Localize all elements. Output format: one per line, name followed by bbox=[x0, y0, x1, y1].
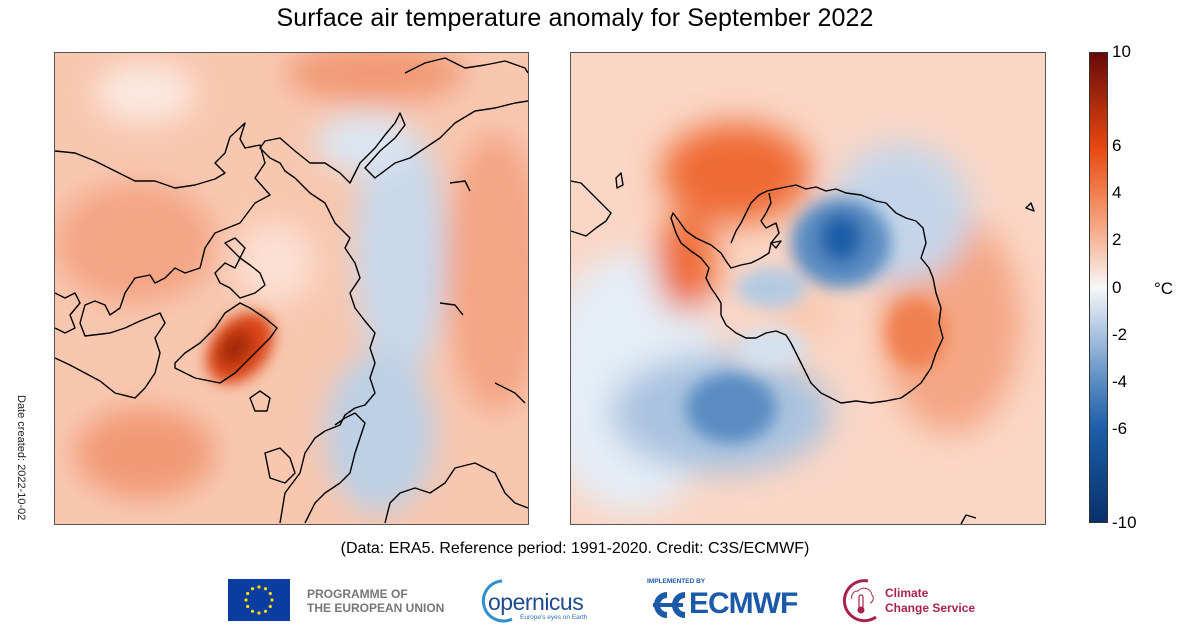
copernicus-arc-icon bbox=[481, 579, 513, 623]
ecmwf-symbol-icon bbox=[653, 592, 686, 618]
coast-asia-far bbox=[404, 57, 528, 74]
chart-title: Surface air temperature anomaly for Sept… bbox=[276, 4, 874, 32]
coast-alaska bbox=[55, 292, 81, 334]
colorbar-tick-label: 6 bbox=[1112, 136, 1122, 156]
colorbar-tick-label: -10 bbox=[1112, 513, 1137, 532]
anomaly-cool-ross-sea bbox=[736, 328, 806, 368]
coast-island-east bbox=[439, 302, 464, 316]
coast-novaya-zemlya bbox=[449, 180, 471, 192]
coast-scandinavia bbox=[304, 412, 366, 524]
coast-eurasia bbox=[259, 100, 528, 524]
anomaly-warm-peninsula bbox=[656, 213, 716, 313]
eu-star bbox=[270, 598, 274, 602]
anomaly-cool-russia bbox=[325, 353, 435, 513]
colorbar-tick-label: 0 bbox=[1112, 277, 1122, 297]
eu-star bbox=[257, 585, 261, 589]
anomaly-warm-atlantic bbox=[75, 408, 215, 498]
colorbar bbox=[1089, 52, 1108, 523]
arctic-coastlines bbox=[55, 57, 528, 524]
coast-island-weddell bbox=[770, 240, 782, 249]
copernicus-logo: opernicus Europe's eyes on Earth bbox=[472, 577, 602, 623]
caption: (Data: ERA5. Reference period: 1991-2020… bbox=[340, 540, 810, 557]
eu-star bbox=[257, 611, 261, 615]
eu-programme-text: PROGRAMME OF THE EUROPEAN UNION bbox=[307, 587, 444, 615]
anomaly-cool-north bbox=[315, 113, 415, 173]
ecmwf-wordmark: ECMWF bbox=[689, 587, 798, 620]
copernicus-tagline: Europe's eyes on Earth bbox=[520, 614, 588, 621]
ecmwf-logo: IMPLEMENTED BY ECMWF bbox=[645, 575, 825, 625]
eu-star bbox=[268, 591, 272, 596]
c3s-text-line1: Climate bbox=[885, 586, 929, 600]
antarctic-coastlines bbox=[571, 172, 1035, 524]
colorbar-tick-label: 2 bbox=[1112, 230, 1122, 250]
eu-text-line2: THE EUROPEAN UNION bbox=[307, 601, 445, 615]
implemented-by-label: IMPLEMENTED BY bbox=[647, 578, 706, 585]
colorbar-tick-label: 10 bbox=[1112, 42, 1131, 61]
anomaly-warm-pacific bbox=[661, 123, 811, 223]
coast-island-east bbox=[1025, 202, 1035, 212]
eu-star bbox=[244, 598, 248, 602]
eu-star bbox=[263, 609, 268, 613]
copernicus-wordmark: opernicus bbox=[488, 589, 584, 615]
colorbar-tick-label: -4 bbox=[1112, 371, 1128, 391]
eu-flag-logo bbox=[228, 579, 290, 621]
coast-ellesmere bbox=[214, 257, 266, 299]
coast-weddell bbox=[765, 192, 772, 214]
eu-stars-icon bbox=[244, 585, 274, 615]
anomaly-cold-south-pacific bbox=[686, 373, 776, 443]
eu-star bbox=[263, 587, 268, 591]
thermometer-cloud-icon bbox=[842, 579, 877, 623]
coast-new-zealand-edge bbox=[960, 514, 977, 524]
eu-text-line1: PROGRAMME OF bbox=[307, 587, 408, 601]
date-created: Date created: 2022-10-02 bbox=[15, 395, 27, 521]
colorbar-unit-label: °C bbox=[1154, 279, 1174, 298]
c3s-text-line2: Change Service bbox=[885, 601, 976, 615]
anomaly-cool-weddell bbox=[736, 268, 806, 308]
anomaly-warm-wilkes bbox=[886, 298, 946, 368]
eu-star bbox=[250, 587, 255, 591]
antarctic-map bbox=[571, 53, 1045, 524]
colorbar-tick-label: 4 bbox=[1112, 183, 1122, 203]
colorbar-tick-label: -2 bbox=[1112, 324, 1128, 344]
logo-bar: PROGRAMME OF THE EUROPEAN UNION opernicu… bbox=[0, 575, 1183, 625]
anomaly-neutral-top bbox=[95, 63, 195, 123]
coast-iceland bbox=[249, 390, 271, 412]
anomaly-neutral-pole bbox=[235, 223, 315, 303]
anomaly-warm-west bbox=[55, 183, 215, 303]
eu-star bbox=[250, 609, 255, 613]
coast-greenland bbox=[174, 302, 278, 384]
anomaly-warm-east bbox=[445, 133, 528, 413]
coast-east-isle bbox=[494, 382, 526, 404]
antarctic-map-panel bbox=[570, 52, 1046, 525]
anomaly-cold-core bbox=[819, 213, 863, 263]
coast-arctic-island-1 bbox=[224, 237, 246, 259]
arctic-map-panel bbox=[54, 52, 529, 525]
coast-falklands bbox=[615, 172, 624, 189]
c3s-logo: Climate Change Service bbox=[838, 577, 988, 623]
coast-british-isles bbox=[264, 447, 296, 484]
c3s-text: Climate Change Service bbox=[885, 586, 975, 616]
anomaly-cool-siberia bbox=[355, 123, 445, 383]
eu-star bbox=[268, 604, 272, 609]
coast-antarctica bbox=[670, 184, 944, 404]
eu-star bbox=[246, 604, 250, 609]
arctic-map bbox=[55, 53, 528, 524]
anomaly-greenland-core bbox=[218, 330, 252, 366]
coast-south-america bbox=[571, 180, 612, 237]
colorbar-tick-label: -6 bbox=[1112, 418, 1128, 438]
coast-north-america bbox=[55, 122, 271, 399]
coast-asia-south bbox=[384, 462, 528, 524]
eu-star bbox=[246, 591, 250, 596]
